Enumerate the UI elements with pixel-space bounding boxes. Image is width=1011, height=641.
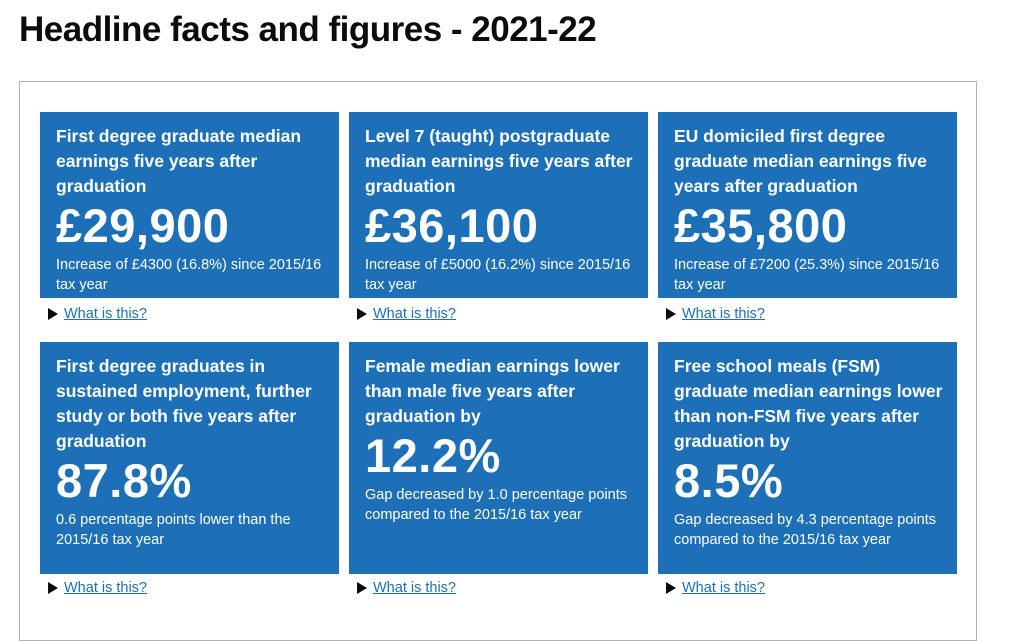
what-is-this-toggle[interactable]: What is this?: [666, 579, 765, 597]
tile-title: Level 7 (taught) postgraduate median ear…: [365, 126, 633, 196]
tile-level7-earnings: Level 7 (taught) postgraduate median ear…: [349, 112, 648, 298]
triangle-right-icon: [357, 582, 367, 594]
tile-gender-gap: Female median earnings lower than male f…: [349, 342, 648, 574]
tile-description: Increase of £5000 (16.2%) since 2015/16 …: [365, 257, 631, 293]
tile-fsm-gap: Free school meals (FSM) graduate median …: [658, 342, 957, 574]
what-is-this-toggle[interactable]: What is this?: [48, 579, 147, 597]
what-is-this-toggle[interactable]: What is this?: [48, 305, 147, 323]
what-is-this-link[interactable]: What is this?: [373, 580, 456, 596]
tile-value: 12.2%: [365, 429, 501, 482]
triangle-right-icon: [357, 308, 367, 320]
what-is-this-link[interactable]: What is this?: [64, 580, 147, 596]
what-is-this-link[interactable]: What is this?: [373, 306, 456, 322]
what-is-this-link[interactable]: What is this?: [682, 580, 765, 596]
what-is-this-toggle[interactable]: What is this?: [357, 579, 456, 597]
tile-description: Gap decreased by 1.0 percentage points c…: [365, 487, 627, 523]
tile-first-degree-earnings: First degree graduate median earnings fi…: [40, 112, 339, 298]
tile-eu-earnings: EU domiciled first degree graduate media…: [658, 112, 957, 298]
triangle-right-icon: [48, 582, 58, 594]
tile-description: Increase of £7200 (25.3%) since 2015/16 …: [674, 257, 940, 293]
triangle-right-icon: [666, 582, 676, 594]
what-is-this-toggle[interactable]: What is this?: [357, 305, 456, 323]
what-is-this-link[interactable]: What is this?: [682, 306, 765, 322]
tile-description: Increase of £4300 (16.8%) since 2015/16 …: [56, 257, 322, 293]
what-is-this-toggle[interactable]: What is this?: [666, 305, 765, 323]
tile-title: EU domiciled first degree graduate media…: [674, 126, 927, 196]
tile-value: £35,800: [674, 199, 848, 252]
tile-title: Female median earnings lower than male f…: [365, 356, 620, 426]
tile-value: £36,100: [365, 199, 539, 252]
triangle-right-icon: [666, 308, 676, 320]
tile-title: Free school meals (FSM) graduate median …: [674, 356, 943, 451]
tile-sustained-employment: First degree graduates in sustained empl…: [40, 342, 339, 574]
tile-title: First degree graduate median earnings fi…: [56, 126, 302, 196]
page-title: Headline facts and figures - 2021-22: [19, 10, 597, 49]
tile-description: Gap decreased by 4.3 percentage points c…: [674, 512, 936, 548]
what-is-this-link[interactable]: What is this?: [64, 306, 147, 322]
tile-description: 0.6 percentage points lower than the 201…: [56, 512, 291, 548]
triangle-right-icon: [48, 308, 58, 320]
tile-value: 8.5%: [674, 454, 784, 507]
tile-value: 87.8%: [56, 454, 192, 507]
tile-value: £29,900: [56, 199, 230, 252]
tile-title: First degree graduates in sustained empl…: [56, 356, 312, 451]
